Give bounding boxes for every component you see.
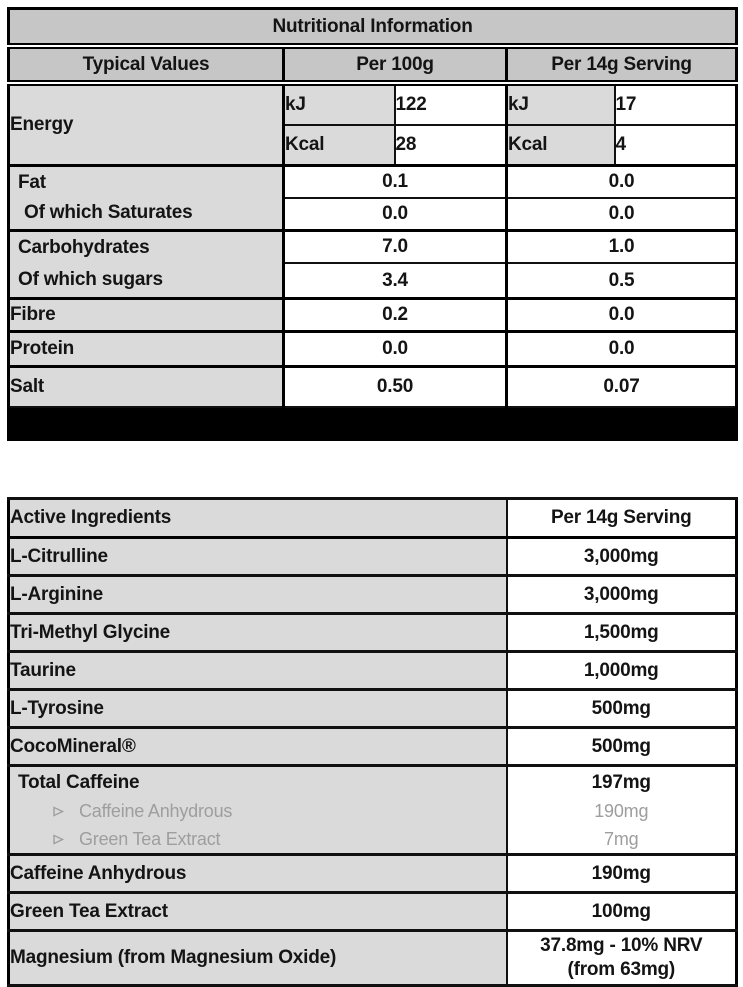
ingredient-row-l-arginine: L-Arginine 3,000mg — [7, 574, 738, 615]
row-label-carbohydrates: Carbohydrates — [18, 237, 150, 258]
energy-kcal-value-per-100g: 28 — [393, 124, 508, 167]
sugars-value-per-serving: 0.5 — [504, 262, 738, 300]
energy-kj-value-per-serving: 17 — [613, 82, 738, 126]
fat-row: Fat Of which Saturates 0.1 0.0 — [7, 164, 738, 232]
table-title-row: Nutritional Information — [7, 7, 738, 49]
saturates-value-per-100g: 0.0 — [282, 197, 508, 232]
energy-kcal-value-per-serving: 4 — [613, 124, 738, 167]
protein-row: Protein 0.0 0.0 — [7, 330, 738, 368]
energy-kj-unit-per-100g: kJ — [282, 82, 396, 126]
row-label-fat: Fat — [18, 172, 46, 193]
black-bar-row — [7, 406, 738, 441]
column-header-row: Typical Values Per 100g Per 14g Serving — [7, 45, 738, 86]
ingredient-row-total-caffeine: Total Caffeine Caffeine Anhydrous Green … — [7, 764, 738, 856]
row-label-protein: Protein — [7, 330, 285, 368]
sugars-value-per-100g: 3.4 — [282, 262, 508, 300]
sub-ingredient-name: Caffeine Anhydrous — [79, 800, 233, 821]
row-label-of-which-sugars: Of which sugars — [18, 268, 163, 290]
ingredient-row-l-tyrosine: L-Tyrosine 500mg — [7, 688, 738, 729]
ingredient-name: Taurine — [7, 650, 508, 691]
ingredient-value: 1,500mg — [505, 612, 738, 653]
ingredient-value: 190mg — [505, 853, 738, 894]
fibre-value-per-100g: 0.2 — [282, 297, 508, 333]
energy-kj-row: Energy kJ 122 kJ 17 — [7, 82, 738, 167]
ingredient-value: 500mg — [505, 726, 738, 767]
ingredient-name: Tri-Methyl Glycine — [7, 612, 508, 653]
magnesium-value-cell: 37.8mg - 10% NRV (from 63mg) — [505, 929, 738, 987]
row-label-energy: Energy — [7, 82, 285, 167]
salt-row: Salt 0.50 0.07 — [7, 365, 738, 408]
energy-kcal-unit-per-100g: Kcal — [282, 124, 396, 167]
ingredient-value-total-caffeine: 197mg — [591, 772, 651, 793]
carb-value-per-serving: 1.0 — [504, 229, 738, 264]
energy-kcal-row: Kcal 28 Kcal 4 — [9, 124, 738, 167]
sub-ingredient-name: Green Tea Extract — [79, 828, 221, 849]
column-header-per-100g: Per 100g — [282, 45, 508, 86]
protein-value-per-100g: 0.0 — [282, 330, 508, 368]
carb-value-per-100g: 7.0 — [282, 229, 508, 264]
arrow-bullet-icon — [52, 833, 65, 846]
ingredient-name: L-Tyrosine — [7, 688, 508, 729]
sub-ingredient-value: 7mg — [604, 828, 639, 849]
ingredient-row-taurine: Taurine 1,000mg — [7, 650, 738, 691]
saturates-value-per-serving: 0.0 — [504, 197, 738, 232]
sub-ingredient-caffeine-anhydrous: Caffeine Anhydrous — [11, 797, 505, 825]
active-ingredients-table: Active Ingredients Per 14g Serving L-Cit… — [7, 497, 738, 987]
energy-kj-unit-per-serving: kJ — [505, 82, 616, 126]
total-caffeine-value-cell: 197mg 190mg 7mg — [505, 764, 738, 856]
ingredient-name: Caffeine Anhydrous — [7, 853, 508, 894]
fibre-value-per-serving: 0.0 — [504, 297, 738, 333]
salt-value-per-100g: 0.50 — [282, 365, 508, 408]
carb-group-label-cell: Carbohydrates Of which sugars — [7, 229, 285, 300]
ingredient-row-l-citrulline: L-Citrulline 3,000mg — [7, 536, 738, 577]
fat-group-label-cell: Fat Of which Saturates — [7, 164, 285, 232]
carbohydrates-row: Carbohydrates Of which sugars 7.0 1.0 — [7, 229, 738, 300]
row-label-of-which-saturates: Of which Saturates — [24, 202, 193, 223]
ingredient-name: Green Tea Extract — [7, 891, 508, 932]
column-header-typical-values: Typical Values — [7, 45, 285, 86]
row-label-fibre: Fibre — [7, 297, 285, 333]
column-header-active-ingredients: Active Ingredients — [7, 497, 508, 539]
ingredient-name: L-Arginine — [7, 574, 508, 615]
ingredient-value: 1,000mg — [505, 650, 738, 691]
sub-ingredient-value: 190mg — [594, 800, 649, 821]
magnesium-value-line2: (from 63mg) — [567, 959, 676, 980]
fat-value-per-serving: 0.0 — [504, 164, 738, 199]
protein-value-per-serving: 0.0 — [504, 330, 738, 368]
ingredient-name: CocoMineral® — [7, 726, 508, 767]
black-bar — [7, 406, 738, 441]
table-title: Nutritional Information — [7, 7, 738, 49]
ingredient-row-cocomineral: CocoMineral® 500mg — [7, 726, 738, 767]
ingredient-name-magnesium: Magnesium (from Magnesium Oxide) — [7, 929, 508, 987]
ingredient-row-caffeine-anhydrous: Caffeine Anhydrous 190mg — [7, 853, 738, 894]
energy-kcal-unit-per-serving: Kcal — [505, 124, 616, 167]
energy-kj-value-per-100g: 122 — [393, 82, 508, 126]
ingredient-value: 100mg — [505, 891, 738, 932]
ingredient-row-tri-methyl-glycine: Tri-Methyl Glycine 1,500mg — [7, 612, 738, 653]
salt-value-per-serving: 0.07 — [504, 365, 738, 408]
sub-ingredient-green-tea-extract: Green Tea Extract — [11, 825, 505, 852]
ingredient-name: L-Citrulline — [7, 536, 508, 577]
fat-value-per-100g: 0.1 — [282, 164, 508, 199]
magnesium-value-line1: 37.8mg - 10% NRV — [540, 935, 703, 956]
ingredient-name-total-caffeine: Total Caffeine — [18, 772, 140, 793]
column-header-active-per-serving: Per 14g Serving — [505, 497, 738, 539]
active-header-row: Active Ingredients Per 14g Serving — [7, 497, 738, 539]
saturates-row: 0.0 0.0 — [9, 197, 738, 232]
ingredient-value: 500mg — [505, 688, 738, 729]
ingredient-value: 3,000mg — [505, 536, 738, 577]
ingredient-value: 3,000mg — [505, 574, 738, 615]
sugars-row: 3.4 0.5 — [9, 262, 738, 300]
fibre-row: Fibre 0.2 0.0 — [7, 297, 738, 333]
nutritional-information-table: Nutritional Information Typical Values P… — [7, 7, 739, 441]
row-label-salt: Salt — [7, 365, 285, 408]
ingredient-row-magnesium: Magnesium (from Magnesium Oxide) 37.8mg … — [7, 929, 738, 987]
ingredient-row-green-tea-extract: Green Tea Extract 100mg — [7, 891, 738, 932]
column-header-per-14g-serving: Per 14g Serving — [504, 45, 738, 86]
total-caffeine-label-cell: Total Caffeine Caffeine Anhydrous Green … — [7, 764, 508, 856]
arrow-bullet-icon — [52, 805, 65, 818]
